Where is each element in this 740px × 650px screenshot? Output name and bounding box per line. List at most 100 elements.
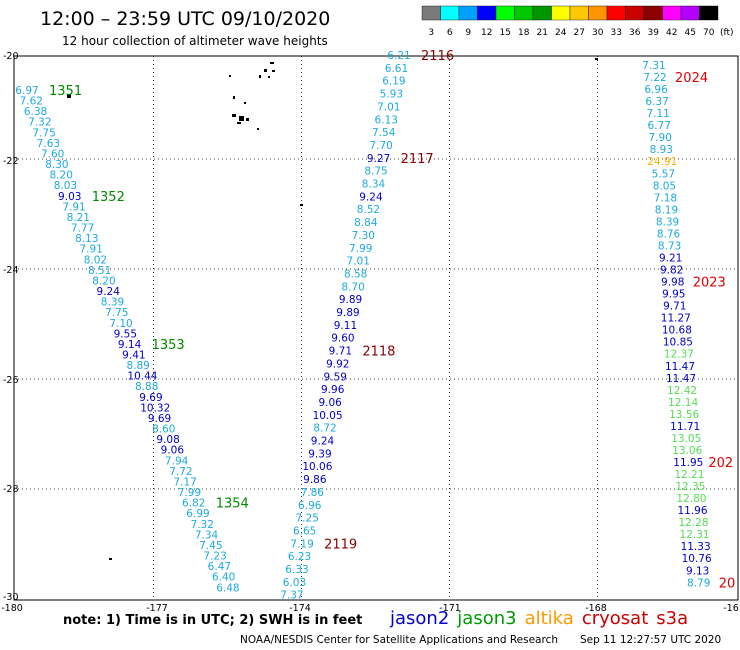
map-subtitle: 12 hour collection of altimeter wave hei… — [62, 34, 328, 48]
wave-height-label: 9.59 — [324, 371, 347, 383]
colorbar-tick-label: 18 — [518, 28, 530, 38]
satellite-legend-s3a: s3a — [656, 608, 689, 629]
wave-height-label: 11.95 — [673, 457, 703, 469]
wave-height-label: 7.01 — [347, 256, 370, 268]
wave-height-label: 6.77 — [648, 120, 671, 132]
map-frame — [13, 55, 739, 601]
wave-height-label: 10.85 — [663, 337, 693, 349]
wave-height-label: 7.32 — [28, 117, 51, 129]
wave-height-label: 7.94 — [165, 455, 189, 467]
wave-height-label: 7.45 — [199, 540, 222, 552]
pass-time-label: 1353 — [152, 338, 185, 353]
pass-time-label: 1354 — [216, 497, 249, 512]
island-shape — [109, 558, 112, 560]
wave-height-label: 6.61 — [385, 63, 408, 75]
colorbar-unit: (ft) — [720, 28, 734, 38]
pass-time-label: 2117 — [401, 152, 434, 167]
wave-height-label: 5.93 — [380, 89, 403, 101]
pass-time-label: 2118 — [362, 345, 395, 360]
wave-height-label: 9.24 — [97, 286, 121, 298]
wave-height-label: 12.28 — [678, 517, 708, 529]
colorbar-tick-label: 15 — [500, 28, 511, 38]
wave-height-label: 9.89 — [339, 294, 362, 306]
wave-height-label: 6.23 — [288, 551, 311, 563]
island-markers — [67, 58, 598, 560]
wave-height-label: 10.32 — [140, 402, 170, 414]
lon-axis-label: -168 — [585, 603, 607, 614]
wave-height-label: 8.72 — [313, 423, 336, 435]
lat-axis-label: -24 — [3, 265, 19, 276]
wave-height-label: 9.03 — [58, 191, 81, 203]
wave-height-label: 7.31 — [642, 60, 665, 72]
wave-height-label: 9.69 — [139, 392, 162, 404]
wave-height-label: 6.96 — [644, 84, 668, 96]
wave-height-label: 12.35 — [675, 481, 705, 493]
wave-height-label: 9.89 — [336, 307, 359, 319]
pass-time-label: 2116 — [421, 49, 454, 64]
wave-height-label: 7.91 — [62, 201, 85, 213]
colorbar-tick-label: 9 — [465, 28, 471, 38]
colorbar-tick-label: 24 — [555, 28, 567, 38]
wave-height-label: 7.23 — [203, 551, 226, 563]
pass-time-label: 2024 — [675, 71, 708, 86]
wave-height-label: 8.60 — [152, 424, 175, 436]
wave-height-label: 8.20 — [92, 275, 115, 287]
wave-height-label: 10.68 — [662, 325, 692, 337]
wave-height-label: 11.96 — [677, 505, 707, 517]
colorbar-tick-label: 27 — [574, 28, 585, 38]
island-shape — [67, 94, 71, 98]
wave-height-label: 10.44 — [127, 371, 157, 383]
wave-height-label: 6.33 — [285, 564, 308, 576]
wave-height-label: 9.14 — [118, 339, 142, 351]
pass-time-label: 2023 — [693, 276, 726, 291]
wave-height-label: 9.21 — [659, 252, 682, 264]
wave-height-label: 12.31 — [680, 529, 710, 541]
island-shape — [229, 75, 231, 77]
island-shape — [259, 75, 261, 78]
colorbar-legend: 3 6 9 12 15 18 21 24 27 30 33 36 39 42 45 70 (ft) — [421, 5, 734, 38]
wave-height-label: 11.27 — [661, 313, 691, 325]
wave-height-label: 9.92 — [326, 358, 349, 370]
wave-height-label: 8.75 — [364, 166, 387, 178]
satellite-legend: jason2 jason3 altika cryosat s3a — [390, 608, 696, 629]
wave-height-label: 7.63 — [37, 138, 60, 150]
wave-height-label: 6.48 — [216, 582, 239, 594]
wave-height-label: 6.38 — [24, 106, 47, 118]
satellite-legend-jason3: jason3 — [457, 608, 517, 629]
wave-height-label: 12.37 — [664, 349, 694, 361]
wave-height-label: 8.70 — [341, 281, 364, 293]
wave-height-label: 7.86 — [301, 487, 325, 499]
wave-height-label: 7.77 — [71, 223, 94, 235]
wave-height-label: 9.06 — [318, 397, 342, 409]
wave-height-label: 8.05 — [653, 180, 676, 192]
wave-height-label: 9.39 — [308, 448, 331, 460]
wave-height-label: 6.97 — [15, 85, 38, 97]
wave-height-label: 7.75 — [32, 127, 55, 139]
wave-height-label: 6.96 — [298, 500, 322, 512]
wave-height-label: 6.47 — [208, 561, 231, 573]
wave-height-label: 12.80 — [676, 493, 706, 505]
wave-height-label: 6.37 — [645, 96, 668, 108]
satellite-legend-cryosat: cryosat — [581, 608, 649, 629]
wave-height-label: 7.99 — [349, 243, 372, 255]
wave-height-label: 8.89 — [126, 360, 149, 372]
wave-height-label: 13.56 — [669, 409, 699, 421]
wave-height-label: 7.25 — [296, 513, 319, 525]
wave-height-label: 8.30 — [45, 159, 68, 171]
island-shape — [300, 204, 303, 206]
wave-height-label: 9.55 — [114, 328, 137, 340]
colorbar-tick-label: 21 — [537, 28, 548, 38]
island-shape — [246, 118, 249, 121]
wave-height-label: 8.13 — [75, 233, 98, 245]
wave-height-label: 8.84 — [354, 217, 378, 229]
pass-time-label: 2119 — [324, 537, 357, 552]
wave-height-label: 9.13 — [686, 565, 709, 577]
wave-height-label: 9.41 — [122, 350, 145, 362]
wave-height-label: 8.73 — [658, 240, 681, 252]
wave-height-label: 12.21 — [674, 469, 704, 481]
wave-height-label: 7.17 — [173, 476, 196, 488]
lat-axis-label: -20 — [3, 51, 19, 62]
wave-height-label: 11.47 — [666, 373, 696, 385]
wave-height-label: 9.06 — [161, 445, 185, 457]
wave-height-label: 9.11 — [334, 320, 357, 332]
